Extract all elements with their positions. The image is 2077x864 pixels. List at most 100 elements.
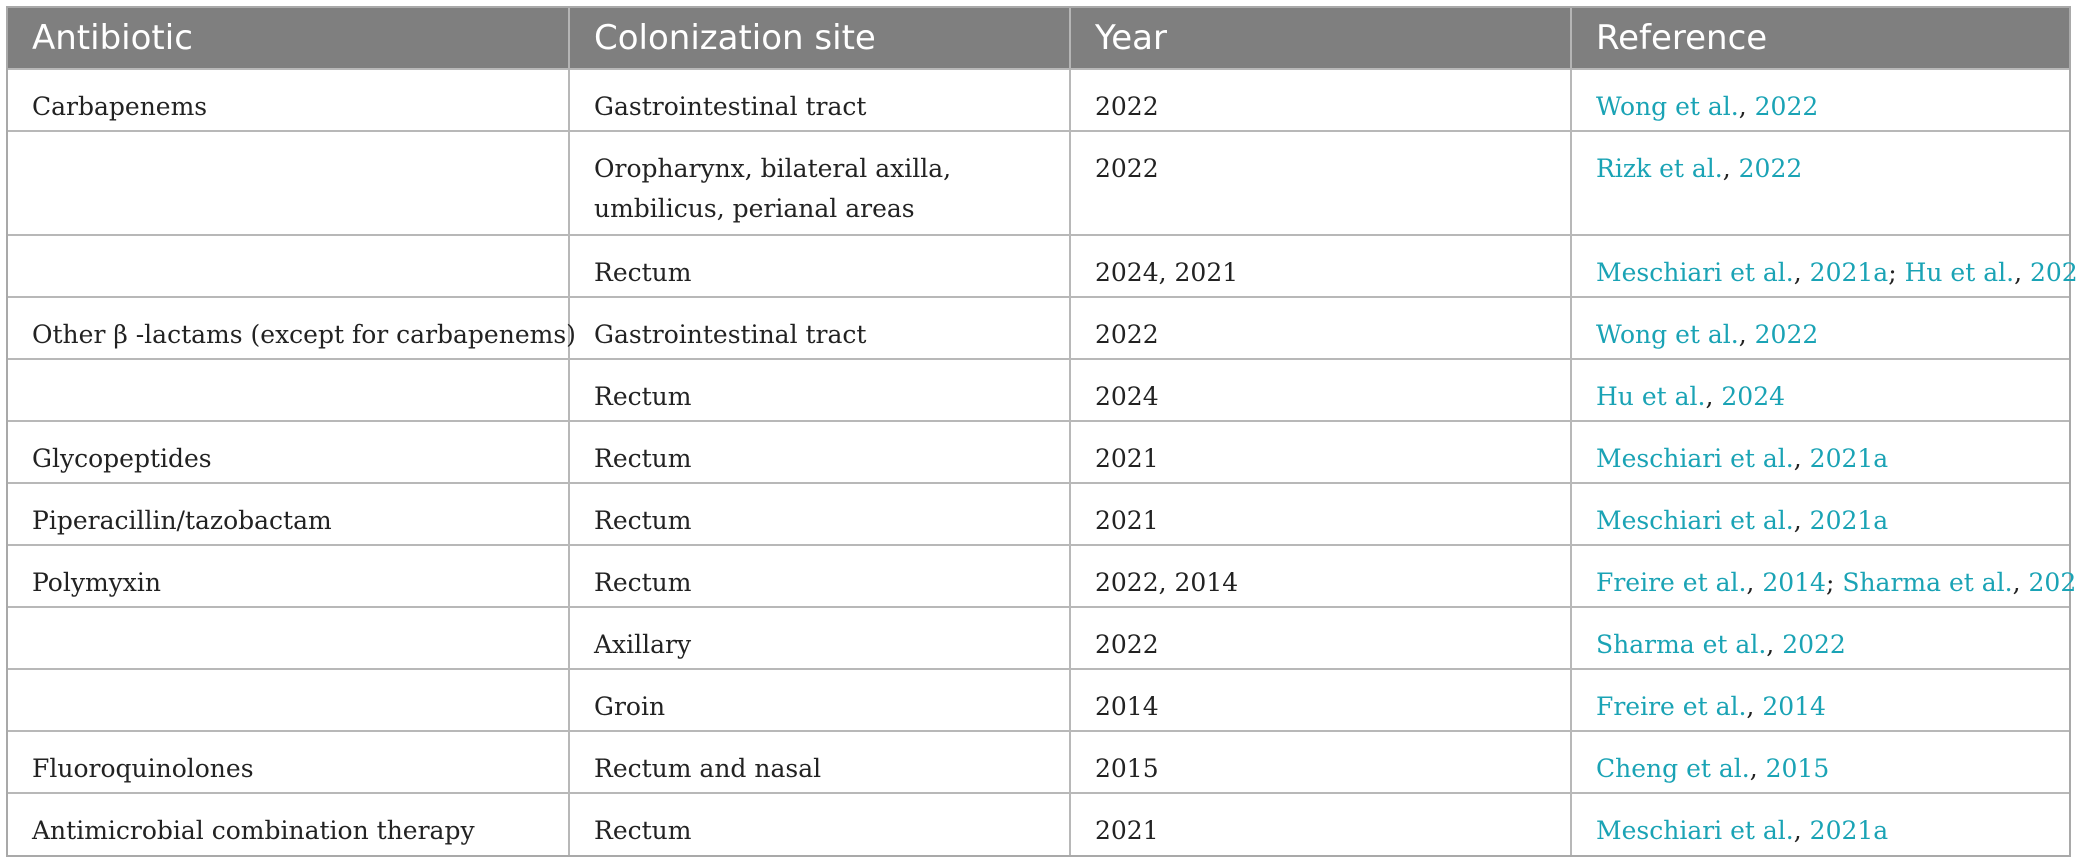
antibiotic-colonization-table-container: Antibiotic Colonization site Year Refere… [6,6,2077,857]
reference-cell: Freire et al., 2014; Sharma et al., 2022 [1570,544,2077,607]
reference-comma: , [1746,692,1763,721]
reference-author-link[interactable]: Sharma et al. [1842,568,2013,597]
table-row: Other β -lactams (except for carbapenems… [8,296,2069,359]
reference-cell: Cheng et al., 2015 [1570,730,2069,793]
year-cell: 2021 [1069,482,1571,545]
reference-year-link[interactable]: 2022 [1754,320,1819,349]
table-row: Fluoroquinolones Rectum and nasal 2015 Chen… [8,730,2069,793]
reference-year-link[interactable]: 2021a [1809,506,1889,535]
reference-author-link[interactable]: Meschiari et al. [1596,258,1794,287]
reference-comma: , [1722,154,1739,183]
reference-comma: , [2012,568,2029,597]
antibiotic-cell: Carbapenems [8,68,569,131]
colonization-site-cell: Rectum [568,792,1070,855]
reference-year-link[interactable]: 2022 [1782,630,1846,659]
antibiotic-cell: Polymyxin [8,544,569,607]
reference-comma: , [1766,630,1783,659]
reference-comma: , [1746,568,1763,597]
reference-cell: Meschiari et al., 2021a [1570,420,2069,483]
reference-comma: , [1793,444,1810,473]
colonization-site-cell: Axillary [568,606,1070,669]
reference-year-link[interactable]: 2022 [1754,92,1819,121]
reference-year-link[interactable]: 2021a [1809,258,1889,287]
reference-comma: , [2014,258,2030,287]
reference-cell: Rizk et al., 2022 [1570,130,2069,235]
colonization-site-cell: Groin [568,668,1070,731]
table-body: Carbapenems Gastrointestinal tract 2022 Won… [8,68,2077,855]
reference-year-link[interactable]: 2022 [1738,154,1803,183]
reference-year-link[interactable]: 2021a [1809,444,1889,473]
table-row: Piperacillin/tazobactam Rectum 2021 Meschia… [8,482,2069,545]
reference-cell: Sharma et al., 2022 [1570,606,2069,669]
reference-year-link[interactable]: 2024 [2029,258,2077,287]
colonization-site-cell: Oropharynx, bilateral axilla, umbilicus,… [568,130,1070,235]
reference-author-link[interactable]: Hu et al. [1904,258,2015,287]
antibiotic-colonization-table: Antibiotic Colonization site Year Refere… [8,8,2077,855]
year-cell: 2024 [1069,358,1571,421]
reference-author-link[interactable]: Freire et al. [1596,568,1747,597]
reference-comma: , [1749,754,1766,783]
reference-comma: , [1793,506,1810,535]
reference-year-link[interactable]: 2014 [1762,692,1826,721]
reference-comma: , [1793,258,1810,287]
reference-separator: ; [1888,258,1905,287]
table-row: Polymyxin Rectum 2022, 2014 Freire et al., … [8,544,2077,607]
year-cell: 2022 [1069,130,1571,235]
colonization-site-cell: Rectum [568,544,1070,607]
reference-cell: Meschiari et al., 2021a [1570,792,2069,855]
antibiotic-cell [8,130,569,235]
reference-year-link[interactable]: 2024 [1721,382,1786,411]
table-row: Oropharynx, bilateral axilla, umbilicus,… [8,130,2069,235]
colonization-site-cell: Gastrointestinal tract [568,68,1070,131]
colonization-site-cell: Rectum [568,234,1070,297]
antibiotic-cell: Glycopeptides [8,420,569,483]
year-cell: 2022 [1069,68,1571,131]
reference-cell: Wong et al., 2022 [1570,296,2069,359]
header-year: Year [1069,8,1571,69]
reference-year-link[interactable]: 2015 [1765,754,1830,783]
table-row: Axillary 2022 Sharma et al., 2022 [8,606,2069,669]
reference-author-link[interactable]: Meschiari et al. [1596,506,1794,535]
year-cell: 2022, 2014 [1069,544,1571,607]
year-cell: 2021 [1069,420,1571,483]
colonization-site-cell: Rectum [568,420,1070,483]
year-cell: 2024, 2021 [1069,234,1571,297]
reference-comma: , [1738,320,1755,349]
reference-author-link[interactable]: Wong et al. [1596,92,1739,121]
reference-separator: ; [1825,568,1843,597]
colonization-site-cell: Rectum [568,358,1070,421]
reference-author-link[interactable]: Cheng et al. [1596,754,1750,783]
reference-comma: , [1793,816,1810,845]
reference-author-link[interactable]: Wong et al. [1596,320,1739,349]
colonization-site-cell: Rectum and nasal [568,730,1070,793]
reference-author-link[interactable]: Hu et al. [1596,382,1706,411]
antibiotic-cell [8,234,569,297]
antibiotic-cell: Fluoroquinolones [8,730,569,793]
reference-cell: Freire et al., 2014 [1570,668,2069,731]
header-reference: Reference [1570,8,2069,69]
reference-author-link[interactable]: Rizk et al. [1596,154,1723,183]
antibiotic-cell [8,668,569,731]
reference-year-link[interactable]: 2022 [2028,568,2077,597]
table-row: Groin 2014 Freire et al., 2014 [8,668,2069,731]
year-cell: 2022 [1069,606,1571,669]
table-row: Antimicrobial combination therapy Rectum 2… [8,792,2069,855]
reference-comma: , [1705,382,1722,411]
table-row: Rectum 2024 Hu et al., 2024 [8,358,2069,421]
reference-author-link[interactable]: Meschiari et al. [1596,816,1794,845]
antibiotic-cell [8,358,569,421]
colonization-site-cell: Rectum [568,482,1070,545]
reference-cell: Hu et al., 2024 [1570,358,2069,421]
antibiotic-cell: Piperacillin/tazobactam [8,482,569,545]
reference-year-link[interactable]: 2021a [1809,816,1889,845]
year-cell: 2014 [1069,668,1571,731]
reference-year-link[interactable]: 2014 [1762,568,1826,597]
reference-author-link[interactable]: Meschiari et al. [1596,444,1794,473]
year-cell: 2022 [1069,296,1571,359]
reference-cell: Meschiari et al., 2021a [1570,482,2069,545]
year-cell: 2015 [1069,730,1571,793]
reference-author-link[interactable]: Freire et al. [1596,692,1747,721]
antibiotic-cell [8,606,569,669]
reference-cell: Wong et al., 2022 [1570,68,2069,131]
reference-author-link[interactable]: Sharma et al. [1596,630,1767,659]
